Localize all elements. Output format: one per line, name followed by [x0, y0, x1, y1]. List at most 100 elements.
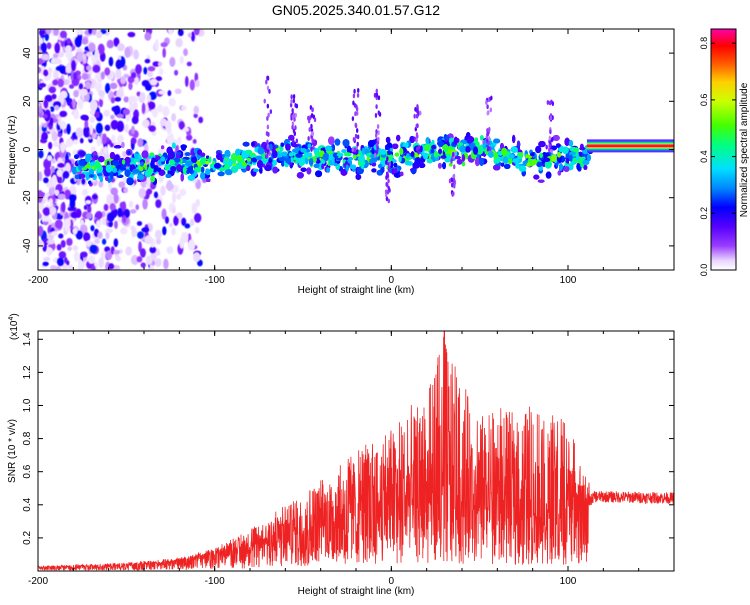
heatmap-cell	[83, 205, 88, 210]
heatmap-cell	[333, 162, 338, 167]
heatmap-cell	[77, 98, 84, 110]
heatmap-cell	[360, 159, 365, 169]
heatmap-cell	[154, 258, 162, 268]
heatmap-cell	[85, 199, 92, 205]
heatmap-cell	[135, 204, 140, 211]
heatmap-cell	[155, 155, 161, 161]
heatmap-cell	[104, 67, 111, 76]
heatmap-cell	[65, 138, 74, 148]
heatmap-cell	[167, 29, 174, 36]
heatmap-cell	[80, 173, 86, 179]
heatmap-cell	[64, 44, 73, 54]
heatmap-cell	[533, 174, 540, 180]
heatmap-cell	[137, 138, 144, 148]
heatmap-cell	[91, 29, 97, 36]
heatmap-cell	[96, 135, 101, 147]
heatmap-cell	[180, 173, 184, 182]
heatmap-cell	[65, 51, 74, 59]
heatmap-cell	[162, 226, 167, 236]
heatmap-cell	[127, 31, 136, 38]
heatmap-cell	[568, 140, 573, 147]
heatmap-cell	[43, 207, 51, 216]
heatmap-cell	[41, 131, 48, 139]
heatmap-cell	[136, 221, 143, 226]
heatmap-cell	[544, 160, 552, 169]
heatmap-cell	[119, 166, 127, 171]
heatmap-cell	[142, 119, 150, 128]
heatmap-cell	[53, 53, 59, 59]
heatmap-cell	[95, 82, 103, 92]
heatmap-cell	[326, 167, 331, 173]
heatmap-cell	[371, 147, 375, 155]
heatmap-cell	[81, 73, 89, 80]
heatmap-cell	[461, 154, 466, 162]
heatmap-cell	[81, 178, 86, 185]
heatmap-cell	[53, 29, 60, 36]
heatmap-cell	[91, 265, 96, 270]
heatmap-cell	[81, 188, 89, 197]
heatmap-cell	[98, 98, 104, 108]
heatmap-cell	[393, 162, 398, 168]
heatmap-cell	[480, 135, 484, 141]
heatmap-cell	[563, 166, 570, 172]
heatmap-cell	[120, 227, 128, 235]
heatmap-cell	[63, 218, 71, 230]
heatmap-cell	[50, 265, 57, 270]
heatmap-cell	[116, 89, 125, 98]
heatmap-cell	[139, 92, 146, 103]
heatmap-cell	[39, 138, 48, 144]
heatmap-cell	[426, 159, 433, 164]
heatmap-cell	[131, 116, 139, 125]
heatmap-cell	[461, 161, 466, 167]
heatmap-cell	[138, 187, 147, 199]
heatmap-cell	[392, 143, 399, 150]
heatmap-cell	[189, 79, 195, 91]
heatmap-cell	[200, 152, 206, 157]
heatmap-cell	[49, 117, 54, 126]
heatmap-cell	[100, 71, 105, 80]
heatmap-cell	[106, 39, 114, 49]
heatmap-cell	[136, 256, 143, 263]
heatmap-cell	[155, 199, 162, 209]
heatmap-cell	[305, 151, 309, 159]
heatmap-cell	[153, 191, 159, 199]
heatmap-cell	[133, 158, 140, 163]
heatmap-cell	[89, 99, 98, 112]
heatmap-cell	[91, 132, 98, 139]
heatmap-cell	[95, 122, 103, 134]
heatmap-cell	[93, 155, 99, 160]
heatmap-cell	[538, 141, 546, 148]
heatmap-cell	[191, 202, 198, 214]
heatmap-cell	[193, 213, 202, 223]
heatmap-cell	[242, 141, 250, 147]
heatmap-cell	[213, 162, 222, 169]
heatmap-cell	[117, 134, 124, 144]
heatmap-cell	[50, 158, 57, 164]
heatmap-cell	[111, 106, 119, 112]
heatmap-cell	[156, 167, 162, 172]
heatmap-cell	[46, 246, 52, 257]
heatmap-cell	[143, 165, 148, 170]
heatmap-cell	[86, 65, 92, 71]
heatmap-cell	[130, 137, 137, 145]
heatmap-cell	[149, 78, 158, 86]
heatmap-cell	[198, 116, 204, 124]
heatmap-cell	[48, 239, 55, 245]
heatmap-cell	[200, 157, 207, 165]
heatmap-cell	[75, 230, 83, 240]
heatmap-cell	[122, 187, 128, 194]
heatmap-cell	[148, 125, 156, 132]
heatmap-cell	[205, 169, 211, 175]
heatmap-cell	[53, 141, 59, 147]
heatmap-cell	[431, 139, 435, 145]
heatmap-cell	[59, 110, 68, 118]
heatmap-cell	[171, 206, 176, 214]
heatmap-cell	[479, 157, 485, 166]
heatmap-cell	[556, 152, 562, 158]
heatmap-cell	[176, 164, 183, 172]
heatmap-cell	[134, 153, 139, 160]
heatmap-cell	[562, 146, 569, 155]
heatmap-cell	[334, 138, 341, 146]
heatmap-cell	[52, 79, 59, 86]
